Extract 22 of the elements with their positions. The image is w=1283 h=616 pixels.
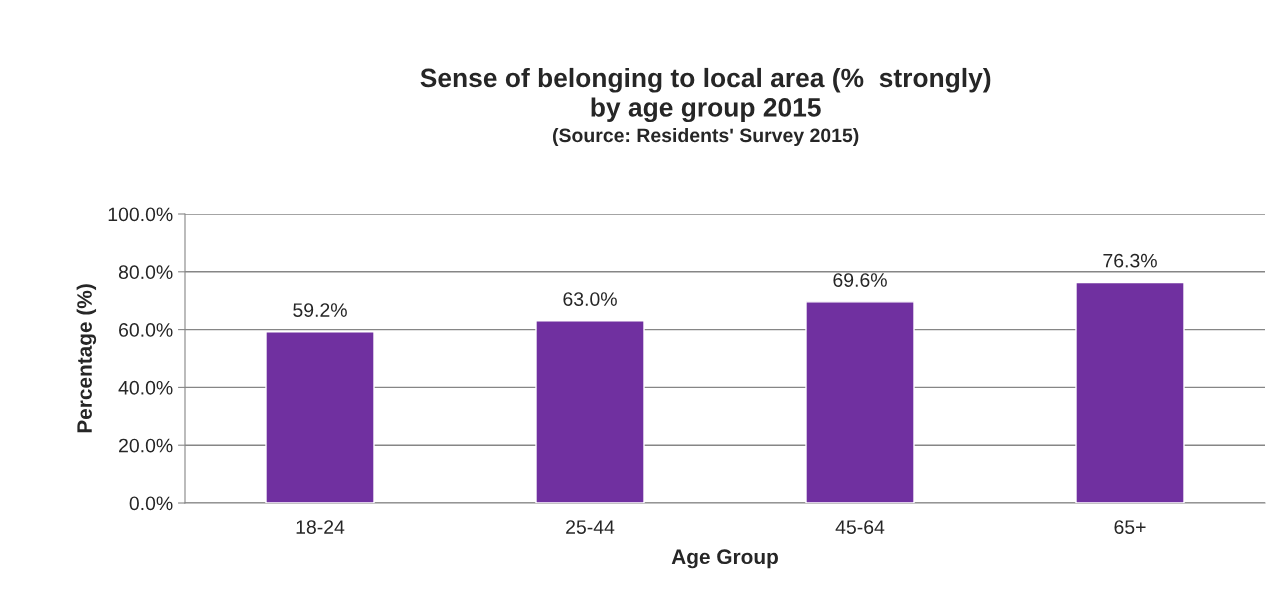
x-tick-label: 45-64 bbox=[835, 520, 885, 534]
y-tick-label: 60.0% bbox=[119, 323, 173, 337]
x-tick-label: 65+ bbox=[1114, 520, 1146, 534]
y-tick-label: 0.0% bbox=[129, 496, 173, 511]
bar bbox=[805, 301, 915, 503]
data-label: 63.0% bbox=[563, 292, 617, 306]
y-tick-label: 80.0% bbox=[118, 265, 173, 280]
y-tick-label: 40.0% bbox=[118, 380, 173, 395]
x-tick-label: 25-44 bbox=[566, 520, 615, 534]
y-tick-label: 100.0% bbox=[108, 207, 173, 222]
chart-subtitle: (Source: Residents' Survey 2015) bbox=[553, 127, 859, 147]
y-tick-label: 20.0% bbox=[119, 438, 173, 453]
y-axis-title: Percentage (%) bbox=[76, 284, 97, 433]
bar bbox=[535, 320, 645, 503]
x-tick-label: 18-24 bbox=[296, 520, 345, 534]
data-label: 76.3% bbox=[1103, 253, 1157, 268]
bar bbox=[265, 331, 375, 503]
chart-title: Sense of belonging to local area (% strongly) by age group 2015 bbox=[420, 67, 991, 123]
x-axis-title: Age Group bbox=[671, 549, 778, 569]
data-label: 69.6% bbox=[833, 273, 887, 287]
data-label: 59.2% bbox=[293, 303, 347, 317]
bar bbox=[1075, 281, 1185, 503]
